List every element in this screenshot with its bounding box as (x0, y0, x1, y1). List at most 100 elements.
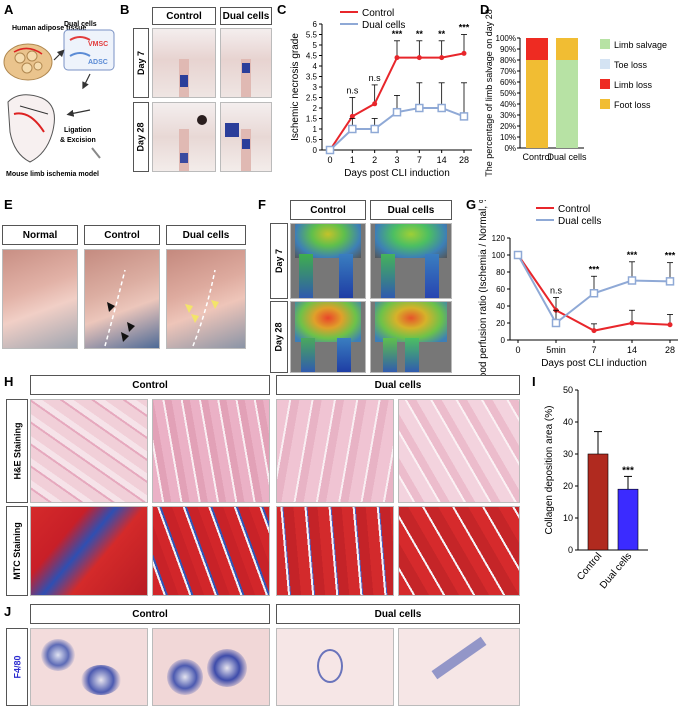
y-tick-label: 60% (500, 78, 516, 87)
data-point-dual (370, 124, 379, 134)
y-tick-label: 40 (563, 417, 573, 427)
y-tick-label: 20% (500, 122, 516, 131)
stacked-bar-segment (526, 60, 548, 148)
data-point-control (667, 322, 673, 328)
y-tick-label: 70% (500, 67, 516, 76)
panel-e-header-dual: Dual cells (166, 225, 246, 245)
panel-b-photo-dual-day7 (220, 28, 272, 98)
x-tick-label: 7 (591, 345, 596, 355)
y-tick-label: 40% (500, 100, 516, 109)
y-tick-label: 30% (500, 111, 516, 120)
legend-label: Dual cells (558, 216, 601, 227)
panel-letter-b: B (120, 2, 130, 17)
y-tick-label: 0% (504, 144, 516, 153)
y-tick-label: 4.5 (306, 52, 318, 61)
data-point-control (416, 55, 422, 61)
legend-label: Foot loss (614, 100, 651, 110)
legend-label: Control (558, 204, 590, 215)
x-tick-label: 0 (515, 345, 520, 355)
panel-f-header-control: Control (290, 200, 366, 220)
panel-h-he-dual-1 (276, 399, 394, 503)
legend-swatch (600, 79, 610, 89)
panel-e-photo-dual (166, 249, 246, 349)
x-tick-label: Dual cells (598, 551, 634, 591)
significance-label: ** (416, 29, 424, 39)
x-tick-label: 2 (372, 155, 377, 165)
panel-j-f480-dual-2 (398, 628, 520, 706)
y-tick-label: 2 (313, 104, 318, 113)
panel-letter-d: D (480, 2, 490, 17)
panel-f-perfusion-control-day28 (290, 301, 366, 373)
legend-swatch (600, 99, 610, 109)
panel-f-header-dual: Dual cells (370, 200, 452, 220)
significance-label: *** (589, 264, 600, 274)
y-tick-label: 3.5 (306, 73, 318, 82)
panel-j-f480-control-2 (152, 628, 270, 706)
x-tick-label: 1 (350, 155, 355, 165)
y-tick-label: 10% (500, 133, 516, 142)
model-label: Mouse limb ischemia model (6, 171, 99, 178)
data-point-dual (348, 124, 357, 134)
panel-e-header-normal: Normal (2, 225, 78, 245)
y-tick-label: 0 (501, 336, 506, 345)
mouse-limb-drawing (7, 94, 55, 163)
panel-h-label-he: H&E Staining (6, 399, 28, 503)
panel-letter-i: I (532, 374, 536, 389)
panel-b-photo-control-day7 (152, 28, 216, 98)
panel-letter-g: G (466, 197, 477, 212)
data-point-dual (513, 250, 523, 260)
panel-h-header-control: Control (30, 375, 270, 395)
x-tick-label: 7 (417, 155, 422, 165)
data-point-dual (392, 107, 402, 117)
data-point-control (439, 55, 445, 61)
y-tick-label: 90% (500, 45, 516, 54)
panel-f-label-day7: Day 7 (270, 223, 288, 299)
y-tick-label: 10 (563, 513, 573, 523)
panel-letter-a: A (4, 2, 14, 17)
y-axis-label: The percentage of limb salvage on day 28 (484, 9, 494, 177)
data-point-control (349, 113, 355, 119)
panel-letter-f: F (258, 197, 266, 212)
y-tick-label: 30 (563, 449, 573, 459)
legend-label: Dual cells (362, 20, 405, 31)
panel-letter-h: H (4, 374, 14, 389)
x-tick-label: 0 (327, 155, 332, 165)
significance-label: *** (627, 250, 638, 260)
data-point-control (461, 50, 467, 56)
significance-label: *** (665, 251, 676, 261)
y-axis-label: Collagen deposition area (%) (544, 406, 555, 535)
y-tick-label: 80% (500, 56, 516, 65)
significance-label: n.s (369, 73, 382, 83)
panel-h-mtc-control-2 (152, 506, 270, 596)
significance-label: *** (622, 465, 634, 476)
adipose-tissue-label: Human adipose tissue (12, 25, 86, 32)
y-tick-label: 1.5 (306, 115, 318, 124)
panel-e-photo-control (84, 249, 160, 349)
x-tick-label: 28 (459, 155, 469, 165)
panel-letter-j: J (4, 604, 12, 619)
y-tick-label: 60 (496, 285, 505, 294)
x-tick-label: Control (522, 152, 551, 162)
x-tick-label: Dual cells (547, 152, 587, 162)
data-point-dual (551, 318, 561, 328)
panel-letter-c: C (277, 2, 287, 17)
data-point-dual (589, 289, 599, 298)
y-tick-label: 6 (313, 20, 318, 29)
x-tick-label: 5min (546, 345, 566, 355)
y-tick-label: 4 (313, 62, 318, 71)
chart-g-perfusion: 0 20 40 60 80 100 120 0 5min 7 14 28 Days post CLI i… (478, 200, 678, 378)
dual-cells-label: Dual cells (64, 21, 97, 28)
stacked-bar-segment (556, 60, 578, 148)
panel-a-schematic: Human adipose tissue Dual cells VMSC ADS… (3, 21, 115, 178)
panel-b-photo-control-day28 (152, 102, 216, 172)
panel-f-perfusion-dual-day28 (370, 301, 452, 373)
panel-f-label-day28: Day 28 (270, 301, 288, 373)
adipose-tissue-blob (3, 43, 53, 81)
panel-e-photo-normal (2, 249, 78, 349)
y-tick-label: 0 (313, 146, 318, 155)
data-point-control (591, 328, 597, 334)
y-tick-label: 5 (313, 41, 318, 50)
significance-label: n.s (346, 86, 359, 96)
ligation-label: Ligation (64, 127, 91, 134)
